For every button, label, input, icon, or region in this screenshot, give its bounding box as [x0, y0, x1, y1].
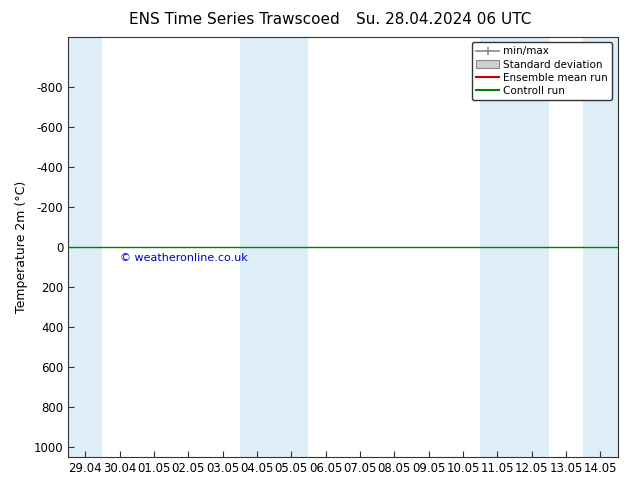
Legend: min/max, Standard deviation, Ensemble mean run, Controll run: min/max, Standard deviation, Ensemble me…	[472, 42, 612, 100]
Bar	[274, 37, 309, 457]
Text: © weatheronline.co.uk: © weatheronline.co.uk	[120, 253, 247, 263]
Bar	[68, 37, 102, 457]
Bar	[480, 37, 515, 457]
Bar	[515, 37, 549, 457]
Text: ENS Time Series Trawscoed: ENS Time Series Trawscoed	[129, 12, 340, 27]
Bar	[240, 37, 274, 457]
Bar	[583, 37, 618, 457]
Y-axis label: Temperature 2m (°C): Temperature 2m (°C)	[15, 181, 28, 313]
Text: Su. 28.04.2024 06 UTC: Su. 28.04.2024 06 UTC	[356, 12, 531, 27]
